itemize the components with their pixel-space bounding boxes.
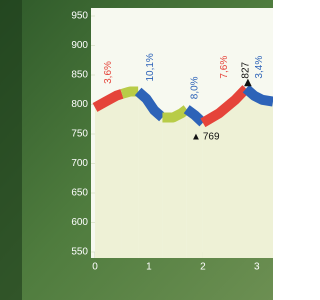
chart: 550 600 650 700 750 800 850 900 950 0 1 2 3 3,6% 10,1%… — [0, 0, 273, 300]
x-tick-label: 3 — [254, 262, 260, 273]
y-tick-label: 950 — [71, 11, 88, 22]
y-tick-label: 850 — [71, 70, 88, 81]
profile-fill — [122, 92, 138, 258]
y-tick-label: 800 — [71, 99, 88, 110]
grade-label: 8,0% — [189, 76, 200, 99]
photo-strip — [0, 0, 22, 300]
grade-label: 7,6% — [219, 56, 230, 79]
x-tick-label: 2 — [200, 262, 206, 273]
profile-fill — [95, 94, 122, 258]
max-marker: ▶ — [243, 78, 254, 86]
grade-label: 3,4% — [254, 56, 265, 79]
min-label: 769 — [203, 131, 220, 142]
y-tick-label: 600 — [71, 217, 88, 228]
profile-fill — [246, 89, 273, 258]
y-tick-label: 550 — [71, 247, 88, 258]
x-tick-label: 0 — [92, 262, 98, 273]
y-tick-label: 900 — [71, 40, 88, 51]
grade-label: 10,1% — [145, 53, 156, 81]
profile-fill — [162, 109, 186, 258]
x-tick-label: 1 — [146, 262, 152, 273]
grade-label: 3,6% — [103, 61, 114, 84]
min-marker: ▲ — [191, 131, 201, 142]
y-tick-label: 700 — [71, 158, 88, 169]
y-tick-label: 750 — [71, 129, 88, 140]
max-label: 827 — [241, 61, 252, 78]
profile-segment — [122, 92, 138, 94]
y-tick-label: 650 — [71, 188, 88, 199]
